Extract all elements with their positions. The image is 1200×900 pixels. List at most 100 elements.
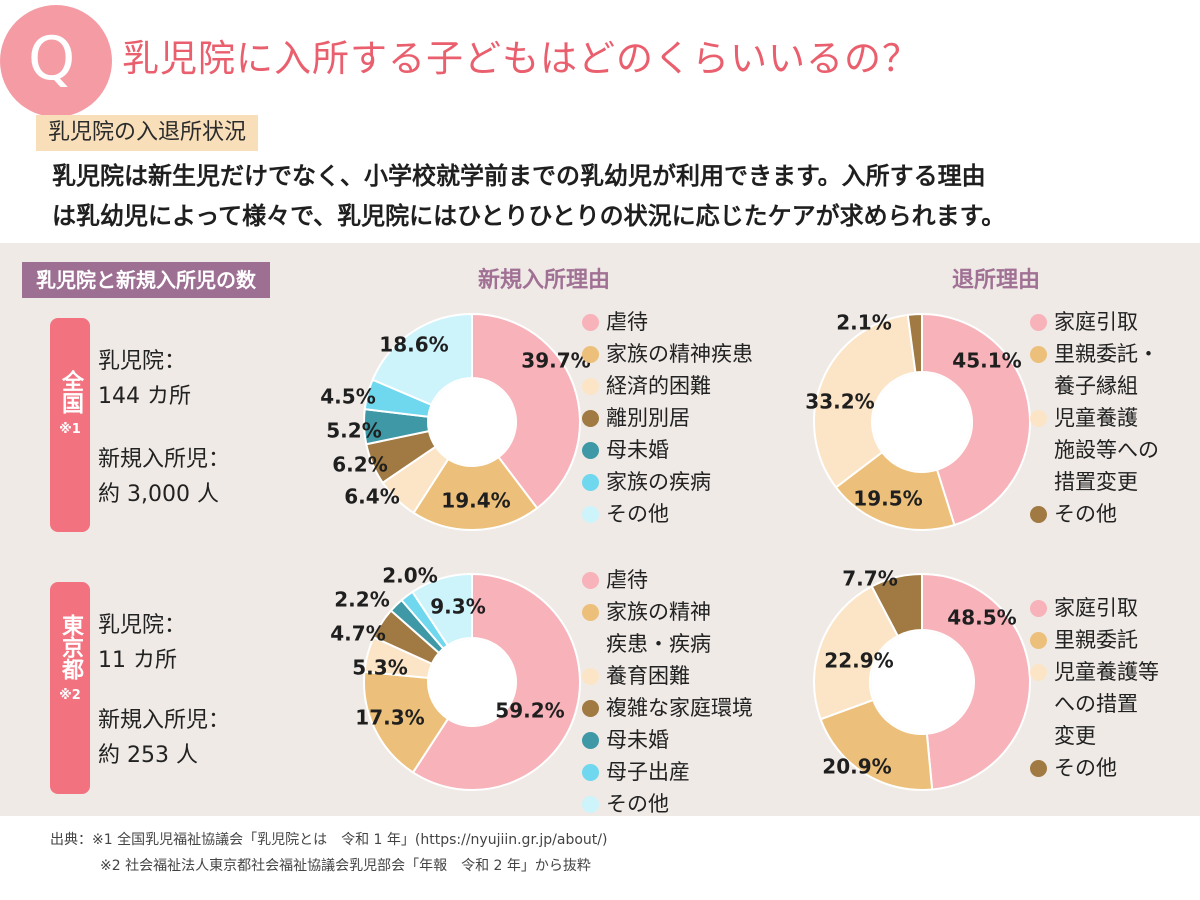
stat-value: 約 3,000 人 — [98, 482, 219, 507]
stat-facilities-tokyo: 乳児院： 11 カ所 — [98, 608, 186, 678]
legend-item: 家族の精神 疾患・疾病 — [582, 596, 753, 660]
data-label-1-6: 4.5% — [320, 385, 375, 409]
stat-value: 11 カ所 — [98, 648, 177, 673]
legend-item: 家族の精神疾患 — [582, 338, 753, 370]
legend-swatch — [582, 700, 599, 717]
data-label-4-1: 48.5% — [947, 606, 1016, 630]
source-notes: 出典：※1 全国乳児福祉協議会「乳児院とは 令和 1 年」(https://ny… — [50, 827, 607, 879]
legend-swatch — [582, 732, 599, 749]
stat-label: 新規入所児： — [98, 708, 231, 733]
legend-label: 離別別居 — [606, 406, 690, 430]
legend-1: 虐待 家族の精神疾患 経済的困難 離別別居 母未婚 家族の疾病 その他 — [582, 306, 753, 530]
legend-item: 養育困難 — [582, 660, 753, 692]
data-label-3-3: 5.3% — [352, 656, 407, 680]
legend-label: 里親委託 — [1054, 628, 1138, 652]
legend-label: 児童養護 施設等への 措置変更 — [1054, 406, 1159, 494]
data-label-1-1: 39.7% — [521, 349, 590, 373]
donut-slice-2-1 — [921, 312, 1031, 527]
legend-label: 家族の疾病 — [606, 470, 711, 494]
legend-swatch — [582, 668, 599, 685]
stat-label: 乳児院： — [98, 613, 187, 638]
data-label-3-6: 2.0% — [382, 564, 437, 588]
donut-slice-1-2 — [412, 455, 539, 531]
donut-hole — [871, 631, 973, 733]
legend-item: 家族の疾病 — [582, 466, 753, 498]
data-label-3-2: 17.3% — [355, 706, 424, 730]
page-title: 乳児院に入所する子どもはどのくらいいるの？ — [122, 37, 920, 80]
stat-admissions-tokyo: 新規入所児： 約 253 人 — [98, 703, 230, 773]
lead-line-2: は乳幼児によって様々で、乳児院にはひとりひとりの状況に応じたケアが求められます。 — [52, 202, 1006, 230]
data-label-1-5: 5.2% — [326, 419, 381, 443]
stat-facilities-national: 乳児院： 144 カ所 — [98, 344, 191, 414]
legend-swatch — [582, 410, 599, 427]
data-label-1-2: 19.4% — [441, 489, 510, 513]
legend-swatch — [582, 442, 599, 459]
panel-tag: 乳児院と新規入所児の数 — [22, 262, 270, 298]
region-label-national: 全国 ※1 — [50, 318, 90, 532]
legend-swatch — [582, 604, 599, 621]
legend-label: 虐待 — [606, 568, 648, 592]
discharge-column-title: 退所理由 — [952, 268, 1041, 293]
legend-2: 家庭引取里親委託・ 養子縁組 児童養護 施設等への 措置変更その他 — [1030, 306, 1159, 530]
source-line-1: 出典：※1 全国乳児福祉協議会「乳児院とは 令和 1 年」(https://ny… — [50, 832, 608, 848]
donut-slice-2-2 — [834, 450, 956, 531]
legend-item: その他 — [1030, 498, 1159, 530]
q-badge: Q — [0, 5, 112, 117]
legend-label: 家庭引取 — [1054, 310, 1138, 334]
source-line-2: ※2 社会福祉法人東京都社会福祉協議会乳児部会「年報 令和 2 年」から抜粋 — [100, 858, 591, 874]
data-label-2-4: 2.1% — [836, 311, 891, 335]
lead-line-1: 乳児院は新生児だけでなく、小学校就学前までの乳幼児が利用できます。入所する理由 — [52, 162, 986, 190]
admission-column-title: 新規入所理由 — [478, 268, 611, 293]
legend-swatch — [582, 506, 599, 523]
legend-swatch — [582, 314, 599, 331]
legend-item: 虐待 — [582, 306, 753, 338]
legend-swatch — [1030, 346, 1047, 363]
legend-swatch — [1030, 632, 1047, 649]
legend-item: 児童養護 施設等への 措置変更 — [1030, 402, 1159, 498]
legend-swatch — [1030, 506, 1047, 523]
legend-label: その他 — [1054, 502, 1117, 526]
legend-swatch — [1030, 314, 1047, 331]
donut-slice-1-1 — [471, 312, 581, 510]
data-label-2-1: 45.1% — [952, 349, 1021, 373]
data-label-3-7: 9.3% — [430, 595, 485, 619]
legend-swatch — [1030, 410, 1047, 427]
legend-swatch — [582, 378, 599, 395]
data-label-4-3: 22.9% — [824, 649, 893, 673]
legend-swatch — [582, 346, 599, 363]
legend-label: 虐待 — [606, 310, 648, 334]
donut-slice-3-7 — [411, 572, 473, 647]
legend-3: 虐待 家族の精神 疾患・疾病 養育困難 複雑な家庭環境 母未婚 母子出産 その他 — [582, 564, 753, 820]
donut-slice-1-7 — [371, 312, 473, 407]
legend-swatch — [582, 796, 599, 813]
donut-hole — [429, 379, 515, 465]
region-note: ※1 — [59, 422, 81, 437]
legend-swatch — [1030, 664, 1047, 681]
data-label-1-4: 6.2% — [332, 453, 387, 477]
data-label-2-2: 19.5% — [853, 487, 922, 511]
legend-swatch — [1030, 600, 1047, 617]
legend-label: 養育困難 — [606, 664, 690, 688]
legend-label: 家族の精神疾患 — [606, 342, 753, 366]
data-label-4-4: 7.7% — [842, 567, 897, 591]
lead-text: 乳児院は新生児だけでなく、小学校就学前までの乳幼児が利用できます。入所する理由 … — [52, 156, 1172, 236]
donut-slice-3-2 — [363, 670, 450, 774]
legend-item: 離別別居 — [582, 402, 753, 434]
region-note: ※2 — [59, 688, 81, 703]
donut-slice-3-1 — [411, 572, 581, 791]
data-label-1-7: 18.6% — [379, 333, 448, 357]
legend-label: 母子出産 — [606, 760, 690, 784]
legend-item: 母未婚 — [582, 434, 753, 466]
legend-4: 家庭引取 里親委託 児童養護等 への措置 変更 その他 — [1030, 592, 1159, 784]
legend-label: 母未婚 — [606, 438, 669, 462]
data-label-3-1: 59.2% — [495, 699, 564, 723]
legend-label: 複雑な家庭環境 — [606, 696, 753, 720]
legend-swatch — [1030, 760, 1047, 777]
legend-item: 家庭引取 — [1030, 592, 1159, 624]
legend-item: 家庭引取 — [1030, 306, 1159, 338]
legend-label: その他 — [1054, 756, 1117, 780]
legend-swatch — [582, 764, 599, 781]
donut-hole — [873, 373, 971, 471]
legend-item: 里親委託・ 養子縁組 — [1030, 338, 1159, 402]
donut-slice-4-2 — [819, 698, 934, 791]
